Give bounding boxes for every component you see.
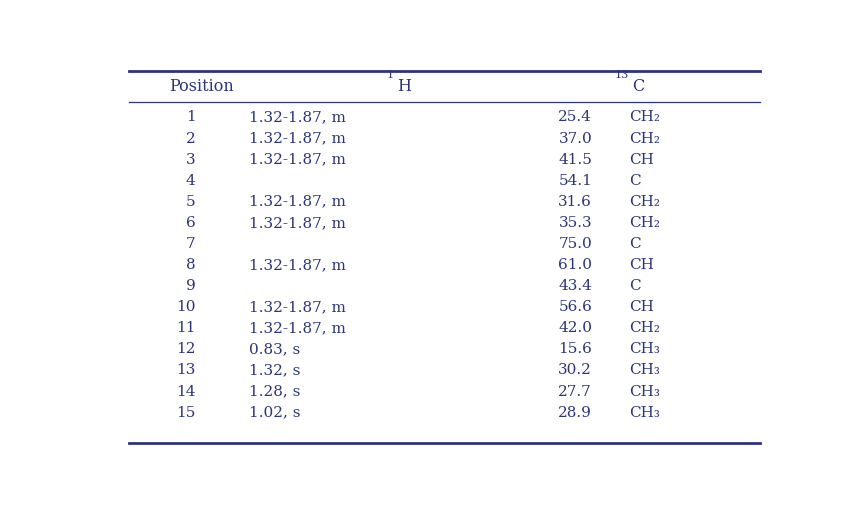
Text: 15.6: 15.6 [558, 342, 592, 356]
Text: C: C [629, 279, 641, 293]
Text: 1.32-1.87, m: 1.32-1.87, m [250, 111, 346, 124]
Text: 8: 8 [186, 258, 196, 272]
Text: CH₂: CH₂ [629, 216, 660, 230]
Text: 6: 6 [186, 216, 196, 230]
Text: 41.5: 41.5 [558, 153, 592, 167]
Text: 31.6: 31.6 [558, 195, 592, 209]
Text: 28.9: 28.9 [558, 406, 592, 420]
Text: 1.32-1.87, m: 1.32-1.87, m [250, 300, 346, 314]
Text: 1.32-1.87, m: 1.32-1.87, m [250, 216, 346, 230]
Text: 61.0: 61.0 [558, 258, 592, 272]
Text: 14: 14 [176, 384, 196, 399]
Text: 25.4: 25.4 [558, 111, 592, 124]
Text: CH₂: CH₂ [629, 111, 660, 124]
Text: C: C [633, 78, 645, 95]
Text: 56.6: 56.6 [558, 300, 592, 314]
Text: 1.32, s: 1.32, s [250, 364, 301, 377]
Text: 0.83, s: 0.83, s [250, 342, 301, 356]
Text: 42.0: 42.0 [558, 321, 592, 335]
Text: 13: 13 [615, 70, 629, 80]
Text: 1.02, s: 1.02, s [250, 406, 301, 420]
Text: CH: CH [629, 300, 654, 314]
Text: CH₂: CH₂ [629, 131, 660, 146]
Text: CH₃: CH₃ [629, 406, 660, 420]
Text: 2: 2 [186, 131, 196, 146]
Text: 27.7: 27.7 [558, 384, 592, 399]
Text: 13: 13 [176, 364, 196, 377]
Text: 12: 12 [176, 342, 196, 356]
Text: 54.1: 54.1 [558, 174, 592, 188]
Text: 5: 5 [186, 195, 196, 209]
Text: CH₃: CH₃ [629, 342, 660, 356]
Text: 9: 9 [186, 279, 196, 293]
Text: 3: 3 [186, 153, 196, 167]
Text: 37.0: 37.0 [558, 131, 592, 146]
Text: 35.3: 35.3 [558, 216, 592, 230]
Text: 1: 1 [186, 111, 196, 124]
Text: 4: 4 [186, 174, 196, 188]
Text: C: C [629, 237, 641, 251]
Text: 11: 11 [176, 321, 196, 335]
Text: CH₃: CH₃ [629, 384, 660, 399]
Text: CH₂: CH₂ [629, 195, 660, 209]
Text: 15: 15 [176, 406, 196, 420]
Text: CH: CH [629, 258, 654, 272]
Text: CH: CH [629, 153, 654, 167]
Text: 1.28, s: 1.28, s [250, 384, 301, 399]
Text: C: C [629, 174, 641, 188]
Text: 1.32-1.87, m: 1.32-1.87, m [250, 258, 346, 272]
Text: CH₃: CH₃ [629, 364, 660, 377]
Text: 1.32-1.87, m: 1.32-1.87, m [250, 195, 346, 209]
Text: 1.32-1.87, m: 1.32-1.87, m [250, 153, 346, 167]
Text: 7: 7 [186, 237, 196, 251]
Text: 43.4: 43.4 [558, 279, 592, 293]
Text: 30.2: 30.2 [558, 364, 592, 377]
Text: 1: 1 [387, 70, 394, 80]
Text: 1.32-1.87, m: 1.32-1.87, m [250, 131, 346, 146]
Text: CH₂: CH₂ [629, 321, 660, 335]
Text: Position: Position [169, 78, 233, 95]
Text: 1.32-1.87, m: 1.32-1.87, m [250, 321, 346, 335]
Text: 10: 10 [176, 300, 196, 314]
Text: H: H [397, 78, 411, 95]
Text: 75.0: 75.0 [558, 237, 592, 251]
